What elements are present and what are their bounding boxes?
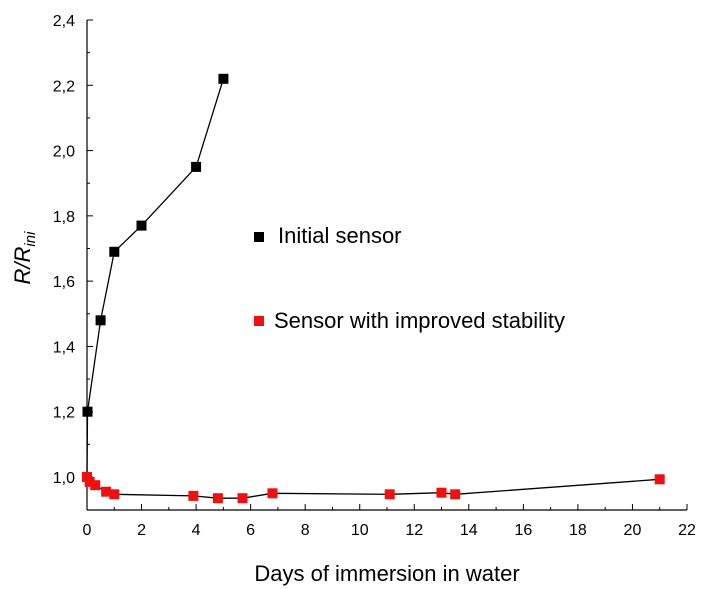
x-tick-label: 16 xyxy=(514,522,532,539)
x-tick-label: 4 xyxy=(192,522,201,539)
ticks: 0 2 4 6 8 10 12 14 16 18 20 22 1,0 1,2 1,4 1,6 1,8 2,0 2,2… xyxy=(53,13,696,539)
x-axis-title: Days of immersion in water xyxy=(254,561,519,586)
series-line-1 xyxy=(86,78,225,478)
x-tick-label: 14 xyxy=(460,522,478,539)
data-point-series-2 xyxy=(654,474,665,485)
data-point-series-1 xyxy=(191,161,202,172)
x-tick-label: 8 xyxy=(301,522,310,539)
data-point-series-2 xyxy=(237,493,248,504)
axes xyxy=(86,20,687,511)
x-tick-label: 18 xyxy=(569,522,587,539)
series-layer xyxy=(82,73,665,504)
y-tick-label: 2,4 xyxy=(53,13,75,30)
data-point-series-2 xyxy=(84,476,95,487)
y-tick-label: 1,0 xyxy=(53,470,75,487)
y-tick-label: 1,8 xyxy=(53,209,75,226)
y-tick-label: 1,2 xyxy=(53,405,75,422)
data-point-series-2 xyxy=(436,487,447,498)
y-tick-label: 2,0 xyxy=(53,144,75,161)
x-tick-label: 22 xyxy=(678,522,696,539)
series-line-2 xyxy=(86,476,660,499)
data-point-series-2 xyxy=(101,486,112,497)
x-tick-label: 6 xyxy=(246,522,255,539)
y-axis-title: R/Rini xyxy=(10,231,39,285)
y-tick-label: 1,6 xyxy=(53,274,75,291)
x-tick-label: 10 xyxy=(351,522,369,539)
y-axis-title-sub: ini xyxy=(22,231,39,247)
y-axis-title-main: R/R xyxy=(10,246,35,284)
x-tick-label: 20 xyxy=(624,522,642,539)
data-point-series-1 xyxy=(95,315,106,326)
data-point-series-2 xyxy=(188,490,199,501)
x-tick-label: 0 xyxy=(83,522,92,539)
x-tick-label: 12 xyxy=(405,522,423,539)
data-point-series-2 xyxy=(212,493,223,504)
data-point-series-2 xyxy=(384,489,395,500)
legend: Initial sensor Sensor with improved stab… xyxy=(254,223,565,333)
x-tick-label: 2 xyxy=(137,522,146,539)
y-tick-label: 2,2 xyxy=(53,78,75,95)
data-point-series-2 xyxy=(267,488,278,499)
data-point-series-1 xyxy=(218,73,229,84)
data-point-series-1 xyxy=(136,220,147,231)
data-point-series-2 xyxy=(90,480,101,491)
data-point-series-2 xyxy=(109,489,120,500)
legend-label-initial-sensor: Initial sensor xyxy=(278,223,402,248)
data-point-series-1 xyxy=(82,406,93,417)
y-tick-label: 1,4 xyxy=(53,339,75,356)
legend-label-improved-sensor: Sensor with improved stability xyxy=(274,308,565,333)
data-point-series-1 xyxy=(109,246,120,257)
data-point-series-2 xyxy=(450,489,461,500)
legend-marker-initial-sensor xyxy=(254,232,264,242)
legend-marker-improved-sensor xyxy=(254,316,264,326)
